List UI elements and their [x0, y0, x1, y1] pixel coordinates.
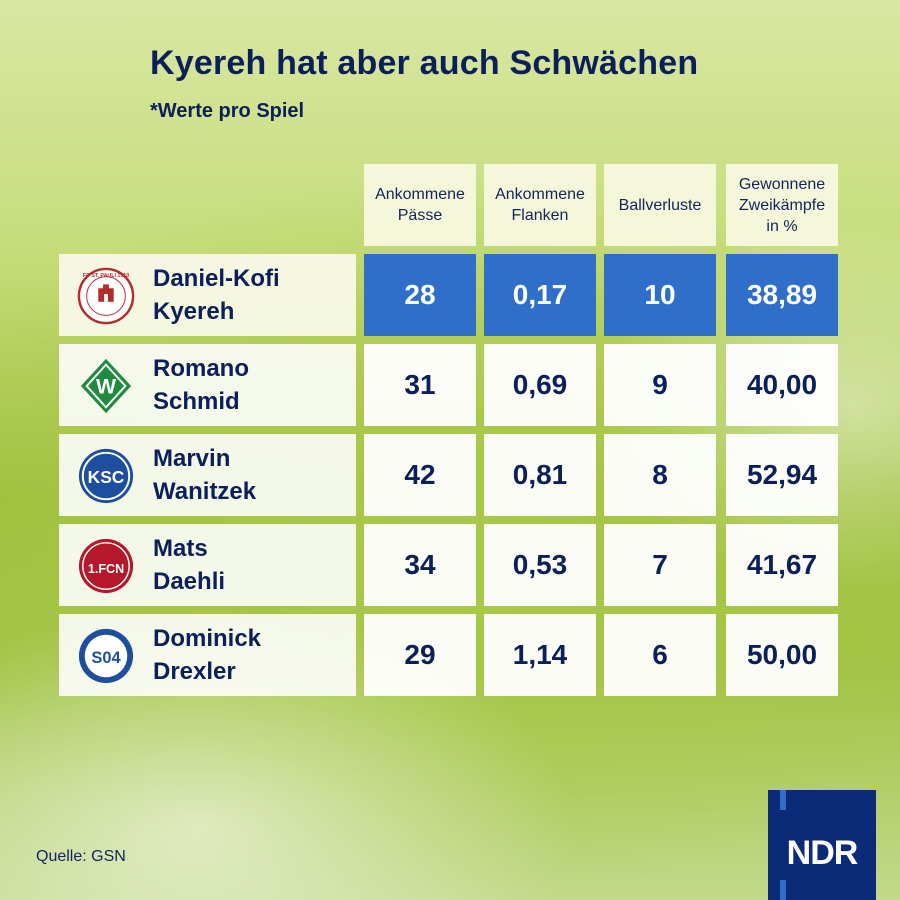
svg-text:1.FCN: 1.FCN	[88, 562, 124, 576]
cell-crosses: 0,53	[484, 524, 596, 606]
cell-passes: 29	[364, 614, 476, 696]
cell-duels-won: 41,67	[726, 524, 838, 606]
player-name: Romano Schmid	[153, 355, 249, 415]
column-header-ball-losses: Ballverluste	[604, 164, 716, 246]
fc-st-pauli-logo: FC ST. PAULI 1910	[77, 267, 135, 325]
cell-crosses: 0,81	[484, 434, 596, 516]
column-header-duels-won: Gewonnene Zweikämpfe in %	[726, 164, 838, 246]
cell-ball-losses: 7	[604, 524, 716, 606]
table-row: S04 Dominick Drexler	[59, 614, 356, 696]
cell-duels-won: 38,89	[726, 254, 838, 336]
cell-ball-losses: 9	[604, 344, 716, 426]
table-row: 1.FCN Mats Daehli	[59, 524, 356, 606]
table-row: KSC Marvin Wanitzek	[59, 434, 356, 516]
player-name: Daniel-Kofi Kyereh	[153, 265, 280, 325]
svg-text:W: W	[96, 375, 117, 399]
table-row: W Romano Schmid	[59, 344, 356, 426]
ksc-logo: KSC	[78, 448, 134, 504]
svg-text:FC ST. PAULI 1910: FC ST. PAULI 1910	[83, 273, 129, 279]
svg-text:S04: S04	[91, 649, 121, 667]
player-name: Mats Daehli	[153, 535, 226, 595]
page-title: Kyereh hat aber auch Schwächen	[150, 44, 699, 82]
cell-ball-losses: 8	[604, 434, 716, 516]
table-row: FC ST. PAULI 1910 Daniel-Kofi Kyereh	[59, 254, 356, 336]
cell-passes: 34	[364, 524, 476, 606]
player-name: Marvin Wanitzek	[153, 445, 257, 505]
cell-crosses: 0,17	[484, 254, 596, 336]
subtitle: *Werte pro Spiel	[150, 100, 305, 122]
svg-text:KSC: KSC	[88, 467, 125, 487]
ndr-logo: NDR	[768, 790, 876, 900]
cell-duels-won: 40,00	[726, 344, 838, 426]
fc-nuernberg-logo: 1.FCN	[78, 538, 134, 594]
source-note: Quelle: GSN	[36, 848, 126, 865]
werder-bremen-logo: W	[80, 358, 132, 414]
cell-passes: 31	[364, 344, 476, 426]
cell-crosses: 1,14	[484, 614, 596, 696]
cell-ball-losses: 6	[604, 614, 716, 696]
column-header-passes: Ankommene Pässe	[364, 164, 476, 246]
cell-ball-losses: 10	[604, 254, 716, 336]
column-header-crosses: Ankommene Flanken	[484, 164, 596, 246]
player-name: Dominick Drexler	[153, 625, 262, 685]
cell-passes: 42	[364, 434, 476, 516]
cell-passes: 28	[364, 254, 476, 336]
ndr-logo-text: NDR	[786, 834, 859, 872]
cell-crosses: 0,69	[484, 344, 596, 426]
schalke-04-logo: S04	[78, 628, 134, 684]
cell-duels-won: 50,00	[726, 614, 838, 696]
cell-duels-won: 52,94	[726, 434, 838, 516]
